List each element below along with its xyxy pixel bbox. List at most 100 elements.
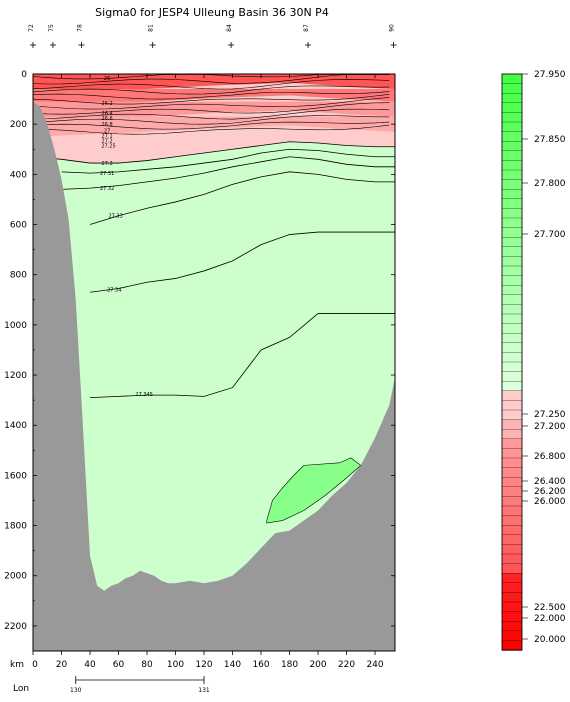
contour-label: 27.25	[101, 143, 115, 149]
station-markers: 72 75 78 81 84 87 90	[28, 24, 397, 48]
x-tick-label: 80	[141, 660, 153, 670]
colorbar-cell	[501, 141, 523, 152]
contour-label: 27.3	[102, 161, 113, 167]
colorbar-cell	[501, 371, 523, 382]
colorbar-label: 26.800	[534, 452, 566, 462]
colorbar-cell	[501, 544, 523, 555]
contour-label: 26	[104, 76, 110, 82]
y-tick-label: 1600	[4, 471, 27, 481]
x-tick-label: 200	[309, 660, 326, 670]
colorbar-cell	[501, 131, 523, 142]
colorbar-cell	[501, 477, 523, 488]
colorbar-label: 27.700	[534, 230, 566, 240]
colorbar-label: 22.000	[534, 614, 566, 624]
colorbar-cell	[501, 515, 523, 526]
x-axis-unit: km	[10, 660, 24, 670]
colorbar-cell	[501, 640, 523, 651]
colorbar-cell	[501, 73, 523, 85]
colorbar-frame	[501, 73, 523, 651]
surface-contour-line	[33, 85, 390, 95]
colorbar-cell	[501, 285, 523, 296]
station-label: 90	[389, 24, 396, 32]
contour-label: 27.32	[100, 186, 114, 192]
longitude-axis: Lon 130 131	[13, 676, 210, 694]
y-tick-label: 1000	[4, 321, 27, 331]
colorbar-cell	[501, 409, 523, 421]
surface-contour-line	[33, 121, 390, 130]
x-tick-label: 120	[195, 660, 212, 670]
x-tick-label: 160	[252, 660, 269, 670]
colorbar-cell	[501, 630, 523, 642]
contour-label: 27.2	[102, 138, 113, 144]
lon-label: Lon	[13, 684, 29, 694]
surface-contour-line	[33, 108, 390, 120]
colorbar-cell	[501, 505, 523, 517]
surface-contour-line	[33, 79, 390, 90]
colorbar-cell	[501, 448, 523, 459]
dense-water-patch	[266, 457, 362, 524]
colorbar-cell	[501, 621, 523, 632]
colorbar-cell	[501, 419, 523, 430]
colorbar-cell	[501, 189, 523, 200]
contour-label: 26.6	[102, 116, 113, 122]
lon-tick-label: 130	[70, 687, 82, 694]
surface-contour-line	[33, 124, 390, 135]
colorbar-cell	[501, 256, 523, 267]
station-label: 87	[303, 24, 310, 32]
colorbar-cell	[501, 553, 523, 565]
colorbar-cell	[501, 198, 523, 210]
contour-label: 26.2	[102, 101, 113, 107]
x-tick-label: 20	[56, 660, 68, 670]
colorbar-cell	[501, 121, 523, 133]
colorbar-cell	[501, 390, 523, 402]
colorbar-cell	[501, 237, 523, 248]
colorbar-cell	[501, 563, 523, 574]
colorbar-cell	[501, 429, 523, 440]
colorbar-label: 20.000	[534, 635, 566, 645]
colorbar-label: 26.000	[534, 497, 566, 507]
colorbar-label: 26.200	[534, 487, 566, 497]
contour-label: 26.8	[102, 122, 113, 128]
colorbar-cell	[501, 179, 523, 190]
y-tick-label: 1200	[4, 371, 27, 381]
colorbar-label: 27.250	[534, 410, 566, 420]
surface-contour-line	[33, 97, 390, 110]
contour-label: 27	[104, 128, 110, 134]
colorbar-cell	[501, 265, 523, 277]
surface-contour-line	[33, 115, 390, 125]
colorbar-cell	[501, 457, 523, 469]
lon-tick-label: 131	[198, 687, 210, 694]
colorbar-cell	[501, 93, 523, 104]
contour-label: 27.1	[102, 133, 113, 139]
colorbar-cell	[501, 227, 523, 238]
colorbar-cell	[501, 534, 523, 546]
contour-line-27-31	[61, 148, 395, 174]
surface-contour-line	[33, 93, 390, 105]
colorbar-cell	[501, 246, 523, 258]
chart-title: Sigma0 for JESP4 Ulleung Basin 36 30N P4	[95, 6, 329, 19]
y-axis: 0 200 400 600 800 1000 1200 1400 1600 1800 2000 220…	[4, 70, 395, 632]
seafloor-bathymetry	[33, 101, 395, 651]
colorbar-cell	[501, 83, 523, 94]
contour-line-27-34	[89, 231, 395, 293]
x-tick-label: 0	[32, 660, 38, 670]
surface-contour-line	[33, 74, 390, 85]
colorbar-label: 27.200	[534, 422, 566, 432]
colorbar-cell	[501, 112, 523, 123]
colorbar-label: 22.500	[534, 603, 566, 613]
contour-line-27-345	[89, 313, 395, 399]
x-axis: 0 20 40 60 80 100 120 140 160 180 200 220 240	[32, 74, 384, 670]
colorbar: 27.950 27.850 27.800 27.700 27.250 27.200 26.8…	[501, 70, 566, 651]
x-tick-label: 180	[281, 660, 298, 670]
colorbar-cell	[501, 438, 523, 450]
station-label: 75	[48, 24, 55, 32]
colorbar-cell	[501, 582, 523, 594]
surface-contour-line	[33, 102, 390, 115]
contour-label: 27.33	[108, 214, 122, 220]
colorbar-cell	[501, 150, 523, 162]
colorbar-cell	[501, 400, 523, 411]
x-tick-label: 140	[224, 660, 241, 670]
colorbar-cell	[501, 601, 523, 613]
